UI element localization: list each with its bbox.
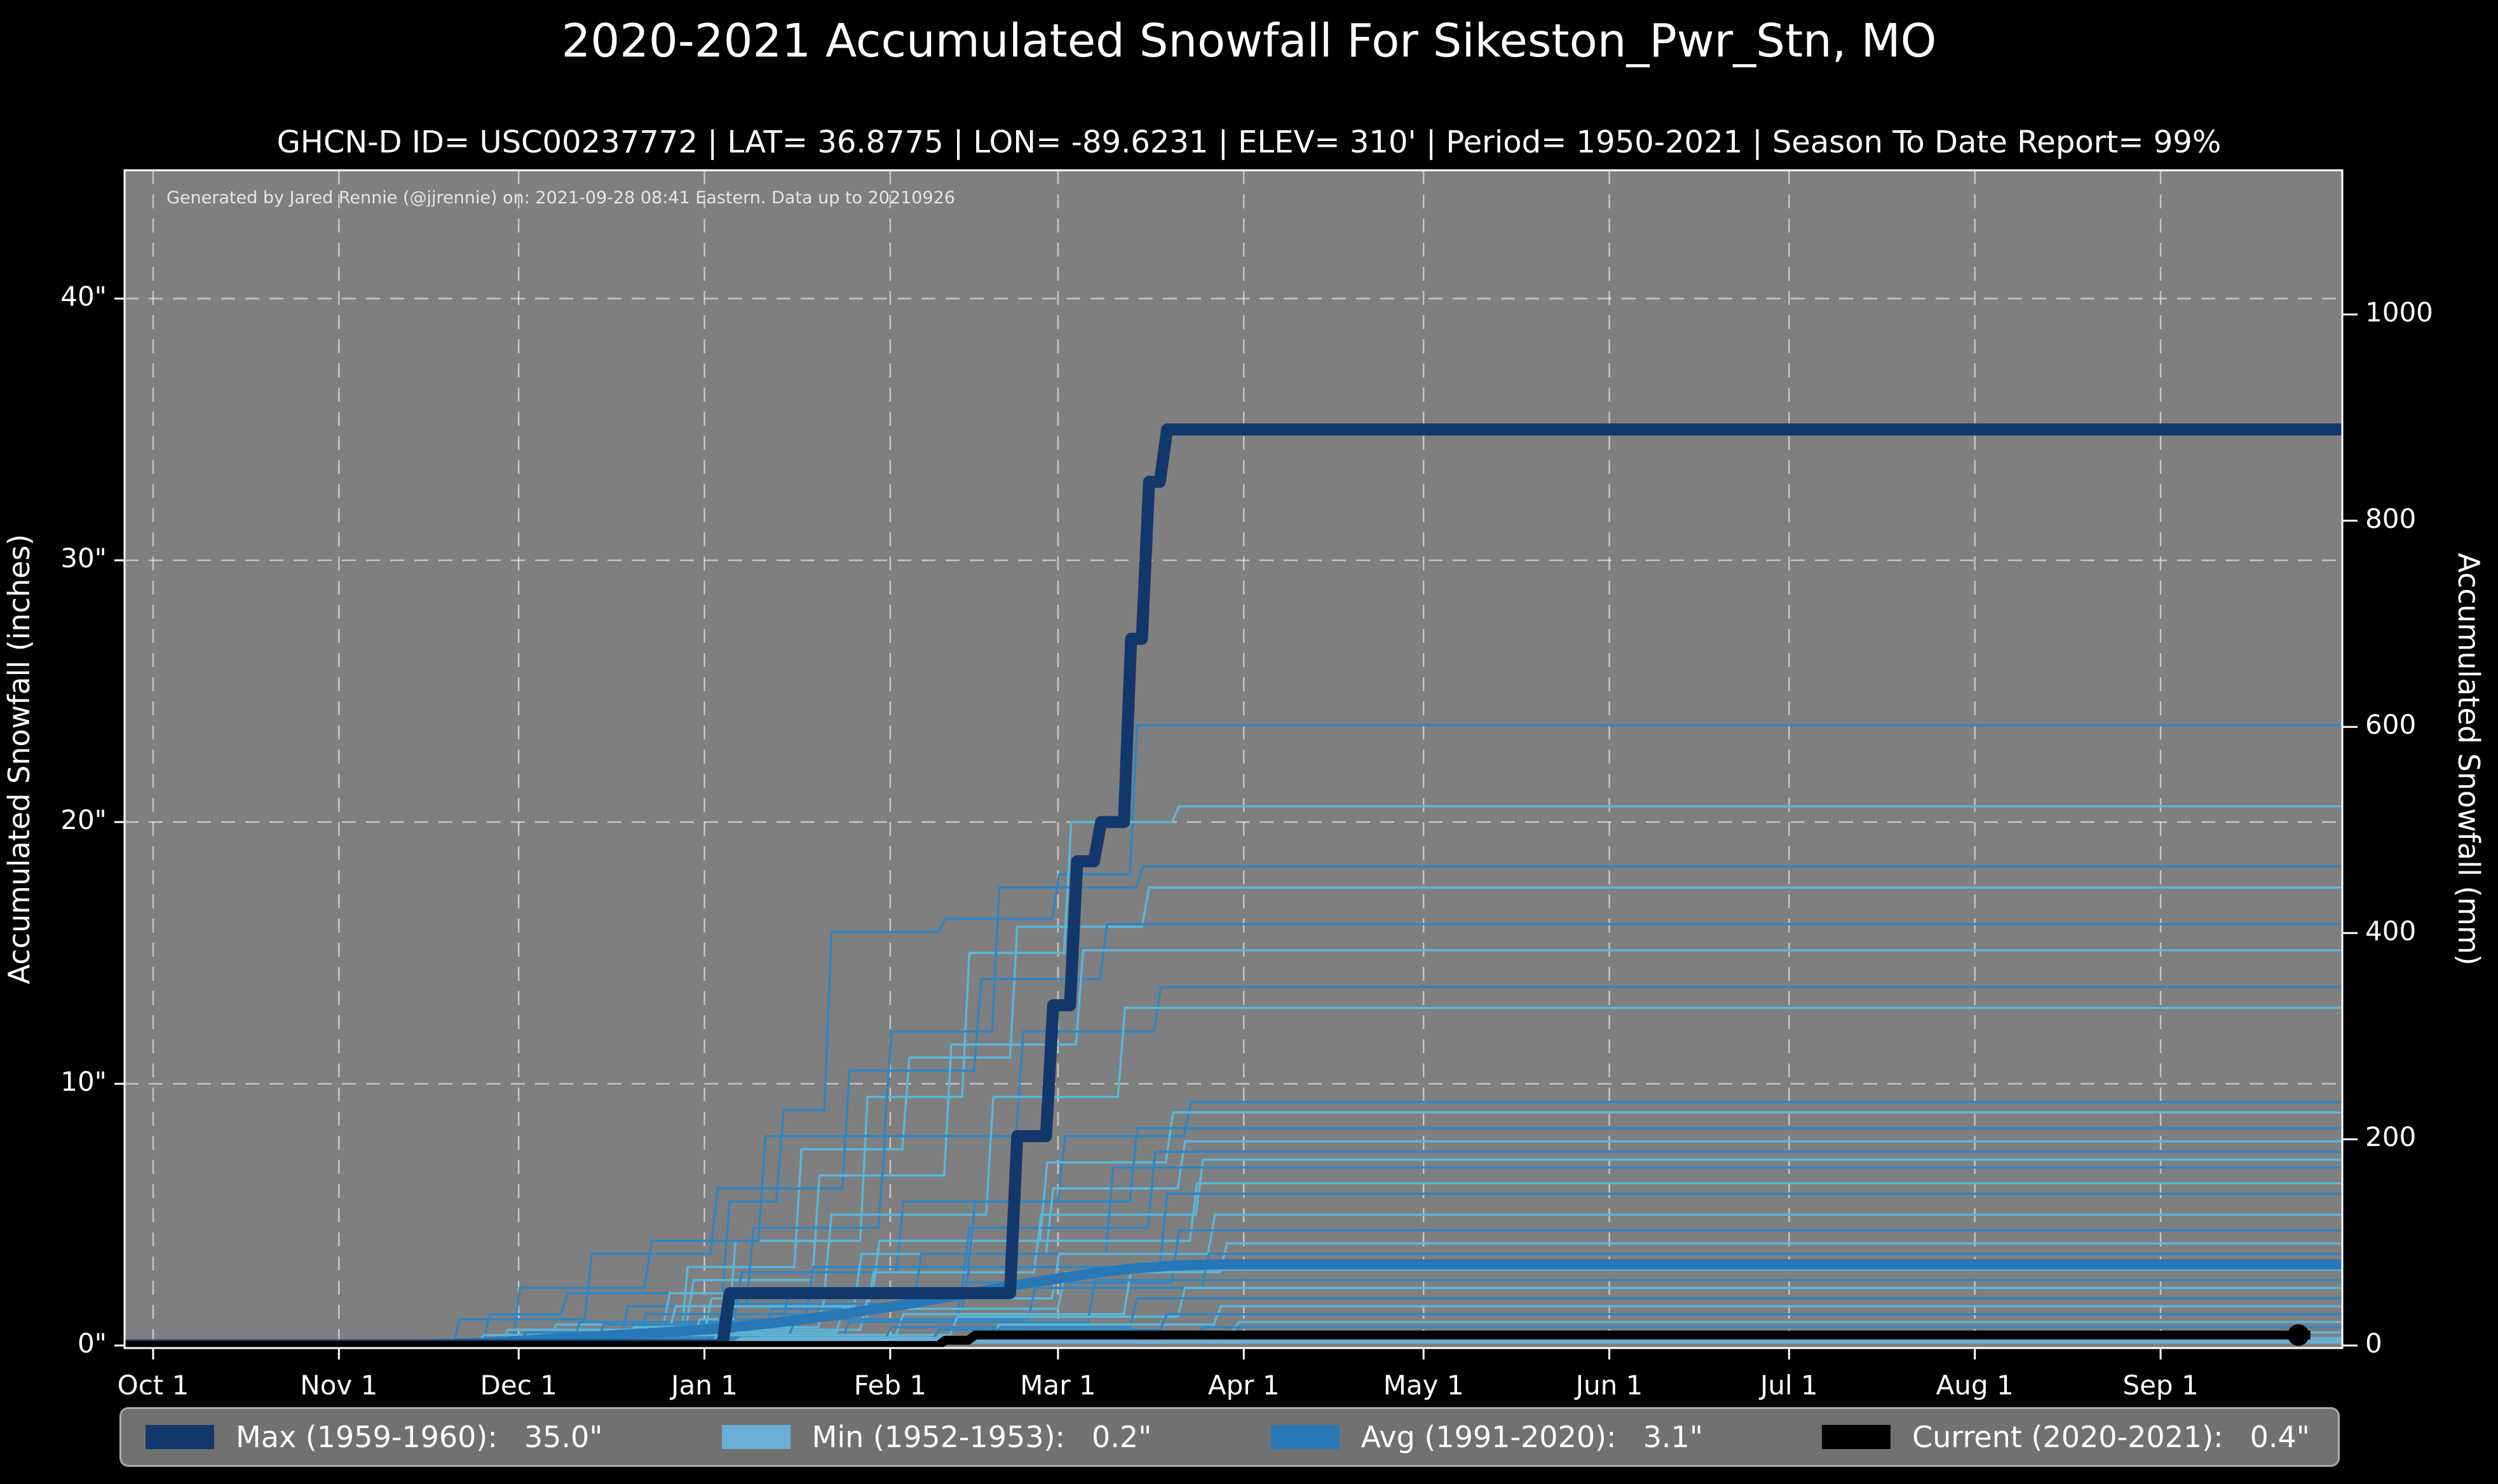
y-left-tick-label: 10" (60, 1066, 107, 1097)
y-left-tick-label: 0" (77, 1328, 107, 1359)
page-title: 2020-2021 Accumulated Snowfall For Sikes… (561, 14, 1937, 67)
legend-item-current: Current (2020-2021): 0.4" (1822, 1420, 2310, 1454)
legend-value-max: 35.0" (524, 1420, 603, 1454)
legend-label-current: Current (2020-2021): 0.4" (1912, 1420, 2310, 1454)
y-axis-label-mm: Accumulated Snowfall (mm) (2452, 553, 2486, 966)
legend: Max (1959-1960): 35.0" Min (1952-1953): 0.2… (119, 1407, 2340, 1467)
series-avg-line (125, 1259, 2342, 1348)
legend-swatch-current (1822, 1425, 1891, 1449)
legend-item-avg: Avg (1991-2020): 3.1" (1270, 1420, 1703, 1454)
legend-item-min: Min (1952-1953): 0.2" (721, 1420, 1152, 1454)
x-tick-label: Jul 1 (1760, 1370, 1818, 1401)
historical-year-line (125, 1140, 2342, 1347)
legend-label-max: Max (1959-1960): 35.0" (236, 1420, 603, 1454)
y-right-tick-label: 1000 (2365, 297, 2433, 328)
x-tick-label: May 1 (1383, 1370, 1464, 1401)
x-tick-label: Mar 1 (1020, 1370, 1096, 1401)
series-current-line (125, 1330, 2311, 1348)
y-right-tick-label: 600 (2365, 709, 2417, 741)
plot-area (125, 170, 2342, 1348)
y-right-tick-label: 800 (2365, 503, 2417, 534)
x-tick-label: Nov 1 (300, 1370, 378, 1401)
historical-year-line (125, 985, 2342, 1347)
legend-value-avg: 3.1" (1643, 1420, 1703, 1454)
x-tick-label: Dec 1 (480, 1370, 557, 1401)
x-tick-label: Apr 1 (1207, 1370, 1280, 1401)
y-right-tick-label: 0 (2365, 1328, 2382, 1359)
x-tick-label: Aug 1 (1936, 1370, 2014, 1401)
historical-year-line (125, 865, 2342, 1347)
x-tick-label: Jun 1 (1575, 1370, 1643, 1401)
y-left-tick-label: 40" (60, 281, 107, 312)
legend-value-current: 0.4" (2250, 1420, 2310, 1454)
x-tick-label: Oct 1 (117, 1370, 189, 1401)
legend-label-avg: Avg (1991-2020): 3.1" (1361, 1420, 1703, 1454)
y-right-tick-label: 200 (2365, 1121, 2417, 1153)
x-tick-label: Feb 1 (853, 1370, 927, 1401)
legend-swatch-avg (1270, 1425, 1340, 1449)
historical-year-line (125, 1006, 2342, 1347)
legend-value-min: 0.2" (1092, 1420, 1152, 1454)
legend-swatch-min (721, 1425, 791, 1449)
y-left-tick-label: 30" (60, 543, 107, 574)
y-right-tick-label: 400 (2365, 915, 2417, 947)
legend-swatch-max (146, 1425, 214, 1449)
y-left-tick-label: 20" (60, 804, 107, 835)
legend-item-max: Max (1959-1960): 35.0" (146, 1420, 602, 1454)
x-tick-label: Sep 1 (2122, 1370, 2199, 1401)
x-tick-label: Jan 1 (671, 1370, 738, 1401)
historical-year-line (125, 886, 2342, 1347)
legend-label-min: Min (1952-1953): 0.2" (811, 1420, 1152, 1454)
current-end-marker (2287, 1324, 2309, 1346)
series-max-line (125, 423, 2342, 1348)
historical-year-line (125, 1101, 2342, 1347)
station-metadata-subtitle: GHCN-D ID= USC00237772 | LAT= 36.8775 | … (276, 125, 2222, 160)
attribution-text: Generated by Jared Rennie (@jjrennie) on… (166, 188, 956, 208)
plot-border (123, 169, 2344, 1349)
